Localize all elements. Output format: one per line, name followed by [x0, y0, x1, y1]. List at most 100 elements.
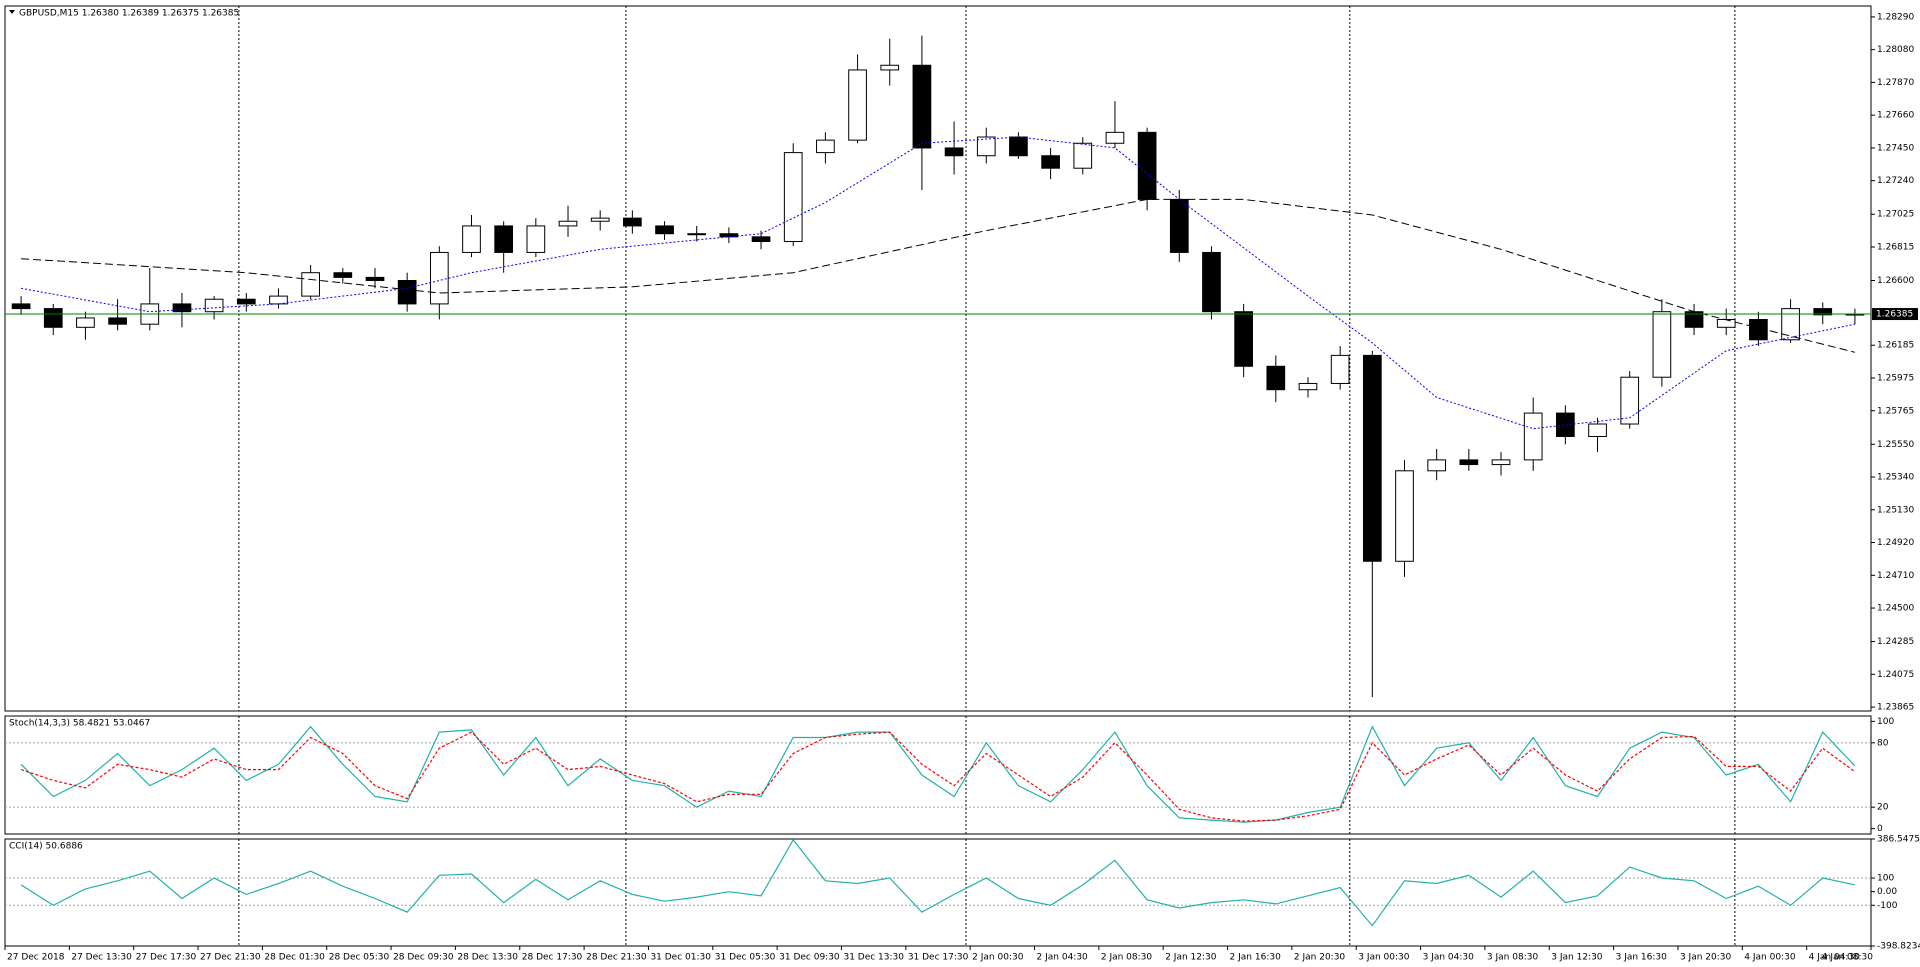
- x-tick-label: 28 Dec 09:30: [393, 953, 454, 963]
- candle-body: [1620, 376, 1640, 425]
- y-tick-label: 1.27450: [1877, 143, 1914, 153]
- x-tick-label: 4 Jan 00:30: [1744, 953, 1796, 963]
- y-tick-label: 1.25765: [1877, 406, 1914, 416]
- y-tick-label: 1.26185: [1877, 341, 1914, 351]
- candle-body: [462, 225, 481, 253]
- x-tick-label: 2 Jan 16:30: [1230, 953, 1282, 963]
- x-tick-label: 3 Jan 20:30: [1680, 953, 1732, 963]
- candle-body: [76, 317, 95, 328]
- candle-body: [172, 303, 192, 313]
- y-tick-label: 1.27025: [1877, 210, 1914, 220]
- candle-body: [590, 217, 610, 222]
- y-tick-label: 1.28290: [1877, 12, 1914, 22]
- candle-body: [1202, 251, 1221, 313]
- y-tick-label: 1.24285: [1877, 637, 1914, 647]
- candle-body: [1491, 459, 1511, 466]
- x-tick-label: 27 Dec 2018: [7, 953, 65, 963]
- y-tick-label: 1.23865: [1877, 703, 1914, 713]
- bid-label: 1.26385: [1876, 310, 1913, 320]
- candle-body: [236, 298, 256, 305]
- moving-average: [21, 136, 1856, 430]
- candle-body: [1652, 311, 1672, 378]
- y-tick-label: 1.25550: [1877, 440, 1914, 450]
- menu-arrow: [9, 10, 15, 14]
- x-tick-label: 28 Dec 01:30: [264, 953, 325, 963]
- candle-body: [1137, 131, 1157, 200]
- panel-title: Stoch(14,3,3) 58.4821 53.0467: [9, 719, 150, 729]
- y-tick-label: 386.5475: [1877, 835, 1920, 845]
- y-tick-label: 1.26600: [1877, 276, 1914, 286]
- x-tick-label: 27 Dec 13:30: [71, 953, 132, 963]
- x-tick-label: 28 Dec 17:30: [522, 953, 583, 963]
- candle-body: [333, 272, 353, 278]
- panel-frame: [4, 5, 1872, 712]
- candle-body: [1459, 459, 1479, 466]
- x-tick-label: 4 Jan 08:30: [1822, 953, 1874, 963]
- candle-body: [365, 276, 385, 282]
- candle-body: [1588, 423, 1607, 437]
- x-tick-label: 2 Jan 20:30: [1294, 953, 1346, 963]
- candle-body: [1749, 319, 1768, 341]
- candle-body: [1781, 308, 1800, 341]
- candle-body: [429, 251, 449, 305]
- panel-title: CCI(14) 50.6886: [9, 842, 83, 852]
- y-tick-label: 1.28080: [1877, 45, 1914, 55]
- x-tick-label: 28 Dec 13:30: [457, 953, 518, 963]
- panel-frame: [4, 715, 1872, 835]
- candle-body: [1234, 311, 1253, 367]
- candle-body: [783, 152, 803, 243]
- panel-frame: [4, 838, 1872, 947]
- candle-body: [1395, 470, 1414, 562]
- x-tick-label: 4 Jan 04:30: [1809, 953, 1861, 963]
- candle-body: [43, 308, 63, 328]
- y-tick-label: 1.24710: [1877, 571, 1914, 581]
- y-tick-label: 0.00: [1877, 887, 1897, 897]
- candle-body: [301, 272, 320, 297]
- candle-body: [397, 280, 417, 305]
- y-tick-label: 100: [1877, 874, 1894, 884]
- panel-title: GBPUSD,M15 1.26380 1.26389 1.26375 1.263…: [19, 9, 239, 19]
- candle-body: [880, 64, 900, 71]
- candle-body: [1169, 198, 1189, 253]
- x-tick-label: 2 Jan 00:30: [972, 953, 1024, 963]
- x-tick-label: 31 Dec 09:30: [779, 953, 840, 963]
- candle-body: [912, 64, 932, 149]
- x-tick-label: 31 Dec 17:30: [908, 953, 969, 963]
- candle-body: [1813, 308, 1833, 316]
- x-tick-label: 3 Jan 12:30: [1551, 953, 1603, 963]
- y-tick-label: 100: [1877, 717, 1894, 727]
- x-tick-label: 3 Jan 08:30: [1487, 953, 1539, 963]
- y-tick-label: 1.27870: [1877, 78, 1914, 88]
- candle-body: [751, 236, 771, 243]
- candle-body: [108, 317, 127, 325]
- candle-body: [1041, 155, 1060, 169]
- candle-body: [623, 217, 642, 227]
- y-tick-label: 1.24500: [1877, 604, 1914, 614]
- x-tick-label: 2 Jan 08:30: [1101, 953, 1153, 963]
- x-tick-label: 2 Jan 04:30: [1037, 953, 1089, 963]
- candle-body: [1716, 319, 1736, 328]
- y-tick-label: 1.24920: [1877, 538, 1914, 548]
- x-tick-label: 31 Dec 13:30: [843, 953, 904, 963]
- candle-body: [944, 147, 964, 157]
- candle-body: [816, 139, 835, 154]
- x-tick-label: 28 Dec 21:30: [586, 953, 647, 963]
- y-tick-label: 1.27660: [1877, 111, 1914, 121]
- y-tick-label: 20: [1877, 803, 1889, 813]
- candle-body: [1556, 412, 1575, 437]
- y-tick-label: 1.25340: [1877, 473, 1914, 483]
- candle-body: [687, 233, 707, 236]
- x-tick-label: 31 Dec 01:30: [650, 953, 711, 963]
- candle-body: [1073, 142, 1093, 169]
- candle-body: [11, 303, 31, 310]
- candle-body: [1330, 354, 1350, 384]
- y-tick-label: 1.27240: [1877, 176, 1914, 186]
- candle-body: [1266, 365, 1286, 391]
- candle-body: [204, 298, 224, 313]
- x-tick-label: 27 Dec 21:30: [200, 953, 261, 963]
- moving-average: [21, 198, 1856, 353]
- candle-body: [1298, 382, 1318, 391]
- candle-body: [1009, 136, 1028, 157]
- y-tick-label: 1.24075: [1877, 670, 1914, 680]
